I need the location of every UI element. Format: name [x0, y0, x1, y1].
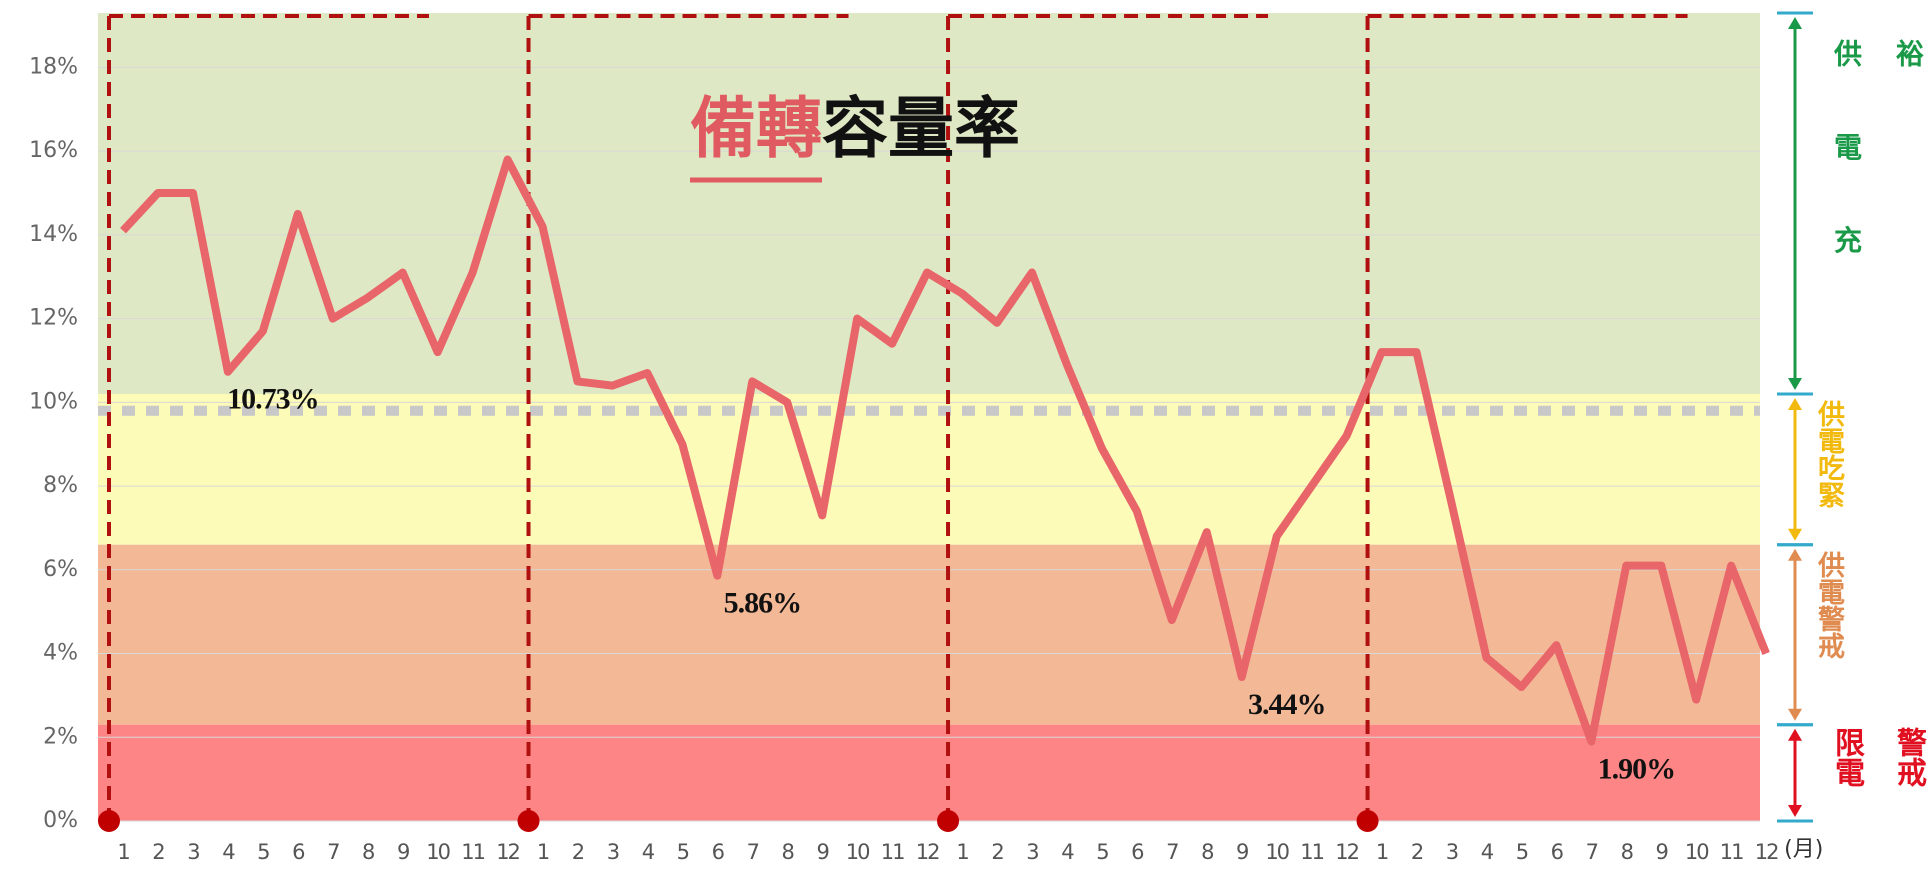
y-tick-label: 8%	[43, 473, 78, 498]
x-tick-label: 3	[1026, 840, 1038, 864]
chart-title: 備轉容量率	[690, 90, 1020, 167]
arrow-head	[1788, 17, 1802, 29]
x-tick-label: 4	[222, 840, 235, 864]
zone-label: 供電警戒	[1813, 550, 1844, 659]
year-dot	[98, 810, 120, 832]
x-tick-label: 11	[461, 840, 484, 864]
x-tick-label: 4	[1481, 840, 1494, 864]
x-tick-label: 7	[747, 840, 759, 864]
arrow-head	[1788, 397, 1802, 410]
x-tick-label: 8	[362, 840, 374, 864]
zone-band	[98, 724, 1760, 821]
y-tick-label: 0%	[43, 808, 78, 833]
x-tick-label: 11	[881, 840, 904, 864]
y-tick-label: 18%	[29, 54, 78, 79]
x-tick-label: 2	[1411, 840, 1423, 864]
x-tick-label: 12	[496, 840, 519, 864]
x-tick-label: 10	[846, 840, 869, 864]
data-label: 3.44%	[1248, 688, 1326, 721]
arrow-head	[1788, 728, 1802, 741]
title-rest: 容量率	[822, 90, 1020, 167]
x-tick-label: 7	[327, 840, 339, 864]
x-tick-label: 7	[1586, 840, 1598, 864]
x-tick-label: 1	[1376, 840, 1388, 864]
x-tick-label: 6	[712, 840, 725, 864]
x-tick-label: 3	[187, 840, 199, 864]
data-line	[120, 155, 1770, 746]
x-tick-label: 9	[1656, 840, 1668, 864]
x-tick-label: 3	[607, 840, 619, 864]
zone-band	[98, 13, 1760, 394]
x-tick-label: 1	[956, 840, 968, 864]
x-tick-label: 6	[292, 840, 305, 864]
y-tick-label: 4%	[43, 641, 78, 666]
arrow-head	[1788, 377, 1802, 390]
x-tick-label: 4	[642, 840, 655, 864]
y-tick-label: 14%	[29, 222, 78, 247]
zone-label: 供電充裕	[1830, 39, 1925, 319]
x-tick-label: 9	[397, 840, 409, 864]
x-tick-label: 2	[991, 840, 1003, 864]
arrow-head	[1788, 708, 1802, 721]
arrow-head	[1788, 548, 1802, 561]
x-tick-label: 5	[677, 840, 689, 864]
x-tick-label: 9	[1236, 840, 1248, 864]
data-label: 10.73%	[227, 383, 319, 416]
year-dot	[517, 810, 540, 832]
x-tick-label: 1	[117, 840, 129, 864]
x-unit: (月)	[1784, 837, 1823, 862]
x-tick-label: 4	[1061, 840, 1074, 864]
zone-label: 供電吃緊	[1813, 399, 1844, 508]
x-tick-label: 5	[1516, 840, 1528, 864]
zone-label: 限電警戒	[1829, 726, 1926, 787]
zone-band	[98, 393, 1760, 545]
x-tick-label: 6	[1551, 840, 1564, 864]
year-dot	[1356, 810, 1379, 832]
x-tick-label: 8	[1201, 840, 1213, 864]
x-tick-label: 10	[426, 840, 449, 864]
y-tick-label: 10%	[29, 389, 78, 414]
x-tick-label: 8	[1621, 840, 1633, 864]
x-tick-label: 2	[152, 840, 164, 864]
year-dot	[937, 810, 960, 832]
x-tick-label: 12	[1755, 840, 1778, 864]
x-tick-label: 8	[782, 840, 794, 864]
x-tick-label: 5	[257, 840, 269, 864]
x-tick-label: 12	[916, 840, 939, 864]
x-tick-label: 5	[1096, 840, 1108, 864]
y-tick-label: 12%	[29, 306, 78, 331]
x-tick-label: 11	[1720, 840, 1743, 864]
x-tick-label: 7	[1166, 840, 1178, 864]
arrow-head	[1788, 528, 1802, 541]
y-tick-label: 2%	[43, 724, 78, 749]
title-highlight: 備轉	[690, 90, 822, 167]
x-tick-label: 2	[572, 840, 584, 864]
x-tick-label: 11	[1300, 840, 1323, 864]
arrow-head	[1788, 805, 1802, 817]
x-tick-label: 9	[817, 840, 829, 864]
y-tick-label: 16%	[29, 138, 78, 163]
x-tick-label: 3	[1446, 840, 1458, 864]
y-tick-label: 6%	[43, 557, 78, 582]
x-tick-label: 12	[1335, 840, 1358, 864]
x-tick-label: 1	[537, 840, 549, 864]
data-label: 1.90%	[1598, 752, 1676, 785]
zone-band	[98, 544, 1760, 725]
x-tick-label: 10	[1265, 840, 1288, 864]
x-tick-label: 6	[1131, 840, 1144, 864]
data-label: 5.86%	[724, 587, 802, 620]
x-tick-label: 10	[1685, 840, 1708, 864]
